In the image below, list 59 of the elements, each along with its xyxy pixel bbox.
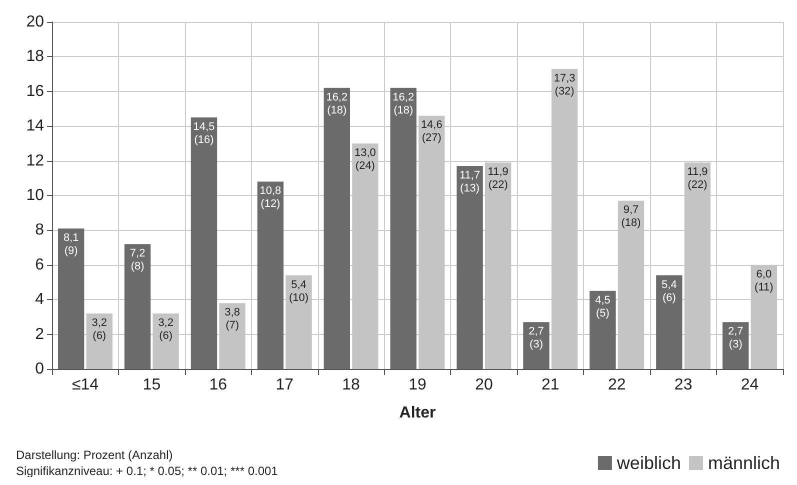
bar <box>190 117 218 369</box>
data-label: 7,2 (8) <box>130 248 146 273</box>
data-label: 14,5 (16) <box>193 120 215 146</box>
bar <box>257 182 284 369</box>
x-axis-title: Alter <box>399 404 436 422</box>
data-label: 9,7 (18) <box>621 204 641 230</box>
legend-label: männlich <box>708 453 780 473</box>
data-label: 17,3 (32) <box>554 72 576 98</box>
data-label: 3,8 (7) <box>224 306 240 332</box>
text: Darstellung: Prozent (Anzahl) <box>16 448 173 462</box>
data-label: 3,2 (6) <box>158 316 174 342</box>
bar <box>58 228 84 369</box>
x-tick-label: 22 <box>608 376 626 394</box>
y-tick-label: 6 <box>35 256 44 274</box>
x-tick-label: 16 <box>209 376 228 394</box>
data-label: 4,5 (5) <box>595 294 610 320</box>
bar <box>324 88 350 369</box>
y-tick-label: 14 <box>26 118 44 135</box>
data-label: 10,8 (12) <box>260 185 282 210</box>
data-label: 13,0 (24) <box>354 146 376 172</box>
x-tick-label: 24 <box>740 376 759 394</box>
bar <box>590 290 616 369</box>
data-label: 16,2 (18) <box>326 91 348 116</box>
y-tick-label: 8 <box>35 222 44 239</box>
x-tick-label: 19 <box>408 376 426 394</box>
x-tick-label: 15 <box>142 376 161 394</box>
data-label: 2,7 (3) <box>528 326 544 351</box>
bar <box>456 166 483 369</box>
data-label: 16,2 (18) <box>392 91 414 116</box>
y-tick-label: 12 <box>26 152 44 170</box>
x-tick-label: 21 <box>542 376 560 394</box>
x-tick-label: 17 <box>276 376 294 394</box>
bar <box>124 244 151 369</box>
y-tick-label: 20 <box>26 14 44 30</box>
y-tick-label: 2 <box>35 326 44 343</box>
data-label: 3,2 (6) <box>92 316 108 342</box>
y-tick-label: 18 <box>26 48 44 66</box>
data-label: 8,1 (9) <box>63 232 79 257</box>
data-label: 5,4 (6) <box>662 278 677 304</box>
y-tick-label: 10 <box>26 187 44 204</box>
data-label: 14,6 (27) <box>420 119 442 144</box>
x-tick-label: 18 <box>342 376 360 394</box>
y-tick-label: 4 <box>35 291 44 308</box>
y-tick-label: 0 <box>35 360 44 378</box>
data-label: 5,4 (10) <box>288 278 309 304</box>
data-label: 11,7 (13) <box>460 170 480 195</box>
data-label: 2,7 (3) <box>728 326 744 351</box>
x-tick-label: ≤14 <box>72 376 99 394</box>
bar <box>656 275 682 369</box>
bar <box>523 322 550 369</box>
data-label: 11,9 (22) <box>488 166 508 192</box>
y-tick-label: 16 <box>26 82 44 100</box>
data-label: 6,0 (11) <box>754 268 774 294</box>
bar <box>390 88 416 369</box>
bar <box>722 322 749 369</box>
x-tick-label: 20 <box>475 376 493 394</box>
data-label: 11,9 (22) <box>687 166 708 192</box>
legend-label: weiblich <box>616 453 681 473</box>
x-tick-label: 23 <box>674 376 692 394</box>
